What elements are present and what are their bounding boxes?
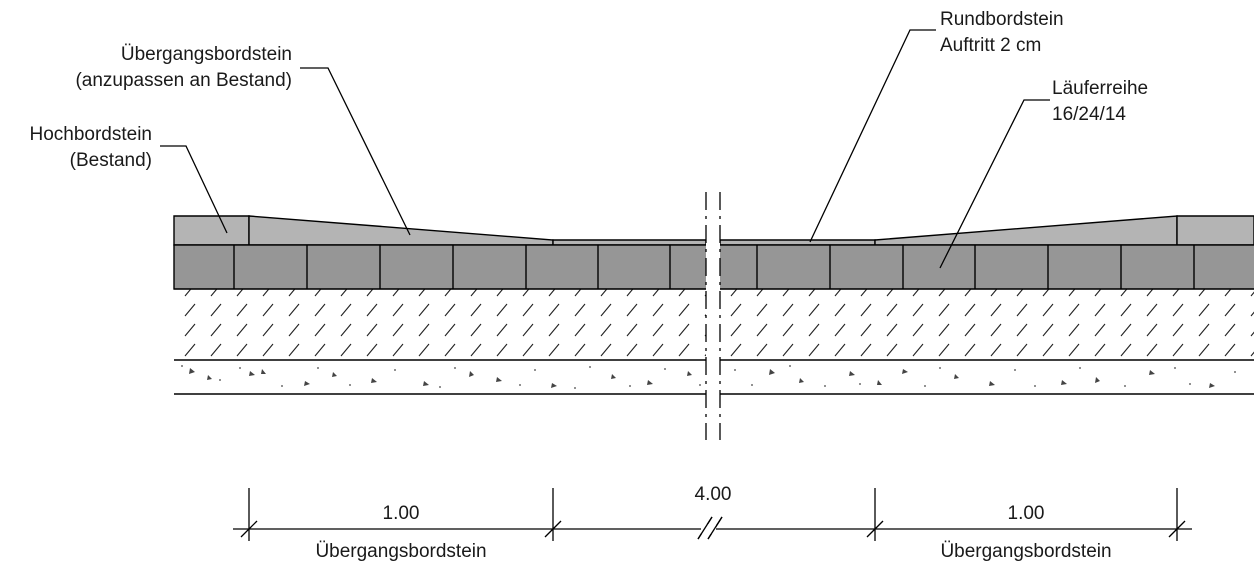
label-rundbordstein-line2: Auftritt 2 cm: [940, 35, 1041, 56]
base-layer-hatch-left: [174, 289, 706, 360]
rundbordstein-left: [552, 239, 706, 246]
concrete-layer-left: [181, 365, 701, 389]
section-right: [720, 215, 1254, 395]
label-hochbordstein-line1: Hochbordstein: [29, 124, 152, 145]
leader-rundbordstein: [809, 29, 936, 243]
dimension-value-right: 1.00: [1008, 503, 1045, 524]
label-laeuferreihe-line2: 16/24/14: [1052, 104, 1126, 125]
uebergangsbordstein-left: [248, 215, 554, 246]
label-uebergang-line1: Übergangsbordstein: [121, 44, 292, 65]
leader-hochbordstein: [160, 145, 228, 234]
runner-joints-left: [233, 245, 671, 289]
base-layer-hatch-right: [720, 289, 1254, 360]
dimension-value-left: 1.00: [383, 503, 420, 524]
section-left: [173, 215, 706, 395]
break-lines: [705, 192, 721, 440]
uebergangsbordstein-right: [874, 215, 1178, 246]
label-laeuferreihe-line1: Läuferreihe: [1052, 78, 1148, 99]
label-rundbordstein-line1: Rundbordstein: [940, 9, 1064, 30]
laeuferreihe-left: [173, 244, 706, 290]
label-hochbordstein-line2: (Bestand): [70, 150, 152, 171]
dimension-caption-left: Übergangsbordstein: [315, 541, 486, 562]
laeuferreihe-right: [720, 244, 1254, 290]
rundbordstein-right: [720, 239, 876, 246]
hochbordstein-existing-right: [1176, 215, 1254, 246]
runner-joints-right: [756, 245, 1195, 289]
dimension-caption-right: Übergangsbordstein: [940, 541, 1111, 562]
leader-laeuferreihe: [939, 99, 1050, 269]
dimension-value-middle: 4.00: [695, 484, 732, 505]
leader-uebergangsbordstein: [300, 67, 411, 236]
hochbordstein-existing-left: [173, 215, 250, 246]
label-uebergang-line2: (anzupassen an Bestand): [75, 70, 292, 91]
concrete-layer-right: [734, 365, 1236, 388]
leader-lines: [160, 29, 1050, 269]
